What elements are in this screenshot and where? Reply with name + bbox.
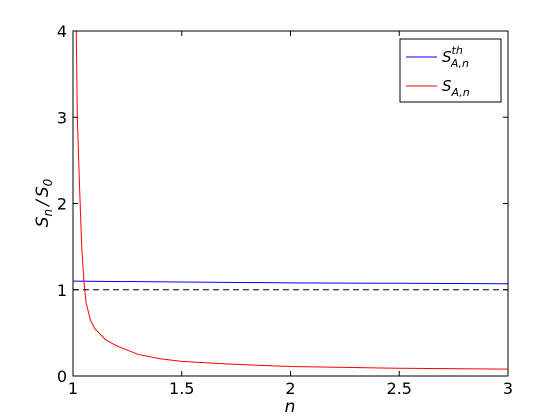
y-axis-label: Sn/S0 (33, 178, 55, 227)
x-tick-label: 1.5 (169, 379, 194, 398)
series-line-theory (73, 280, 508, 285)
x-tick-label: 2 (285, 379, 295, 398)
y-tick-label: 0 (57, 367, 67, 386)
y-axis-label-sub1: n (41, 209, 55, 217)
x-tick-label: 2.5 (387, 379, 412, 398)
x-axis-label: n (285, 397, 296, 417)
series-layer (73, 31, 508, 370)
series-line-measured (75, 31, 508, 370)
y-axis-label-sub2: 0 (41, 178, 55, 186)
x-tick-label: 1 (68, 379, 78, 398)
y-axis-label-s1: S (33, 216, 53, 227)
legend: Sth A,n SA,n (399, 38, 502, 103)
y-axis-label-slash: / (33, 198, 53, 208)
y-tick-label: 4 (57, 22, 67, 41)
svg-text:Sn/S0: Sn/S0 (33, 178, 55, 227)
x-tick-label: 3 (503, 379, 513, 398)
y-tick-label: 3 (57, 108, 67, 127)
y-axis-label-s2: S (33, 186, 53, 197)
legend-label-measured: SA,n (442, 77, 470, 99)
y-tick-label: 2 (57, 195, 67, 214)
y-tick-label: 1 (57, 281, 67, 300)
legend-label-theory: Sth A,n (442, 44, 469, 70)
legend-box (399, 38, 502, 103)
